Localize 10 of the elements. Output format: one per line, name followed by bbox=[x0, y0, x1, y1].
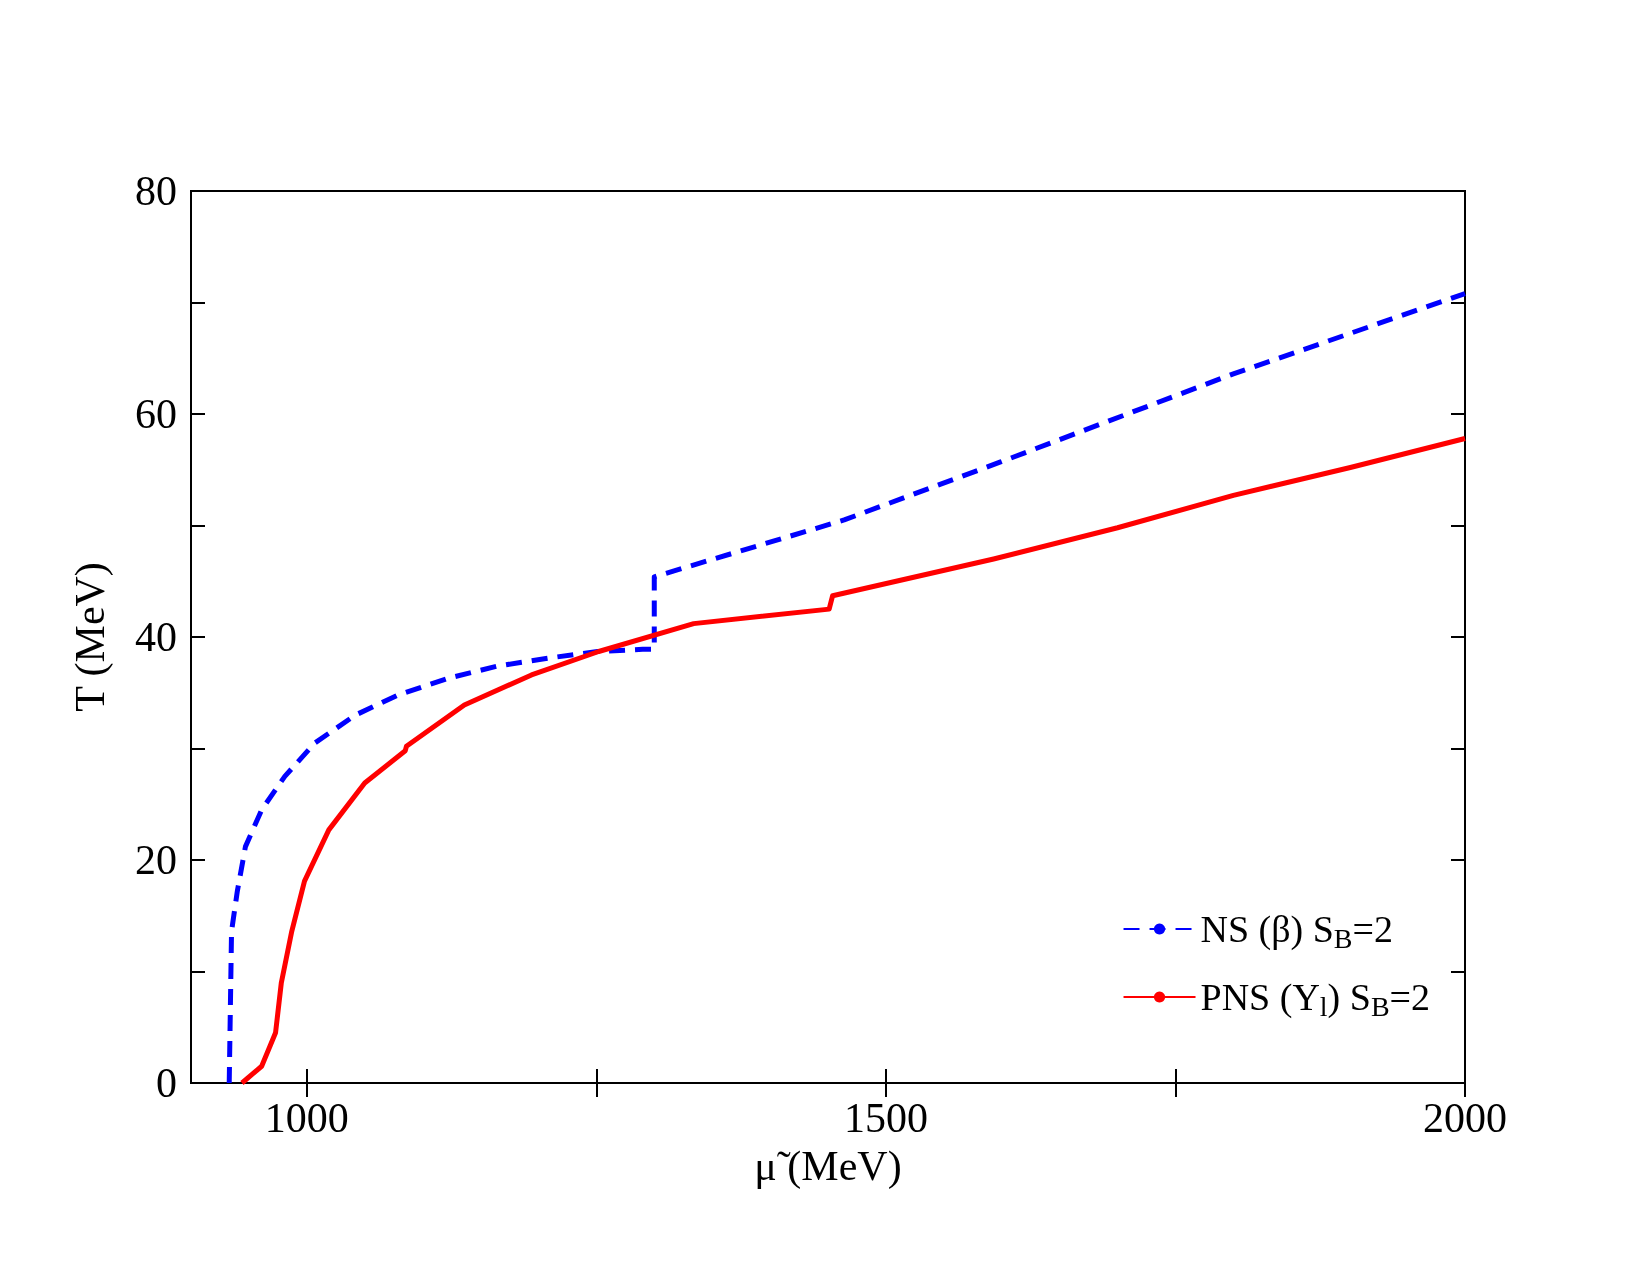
y-tick-label: 60 bbox=[135, 391, 177, 437]
y-axis-title: T (MeV) bbox=[67, 562, 114, 712]
x-axis-title: μ̃ (MeV) bbox=[754, 1143, 902, 1190]
y-tick-label: 0 bbox=[156, 1060, 177, 1106]
y-tick-label: 20 bbox=[135, 837, 177, 883]
x-tick-label: 1000 bbox=[264, 1095, 349, 1141]
y-tick-label: 40 bbox=[135, 614, 177, 660]
x-tick-label: 1500 bbox=[843, 1095, 928, 1141]
x-tick-label: 2000 bbox=[1423, 1095, 1507, 1141]
y-tick-label: 80 bbox=[135, 168, 177, 214]
